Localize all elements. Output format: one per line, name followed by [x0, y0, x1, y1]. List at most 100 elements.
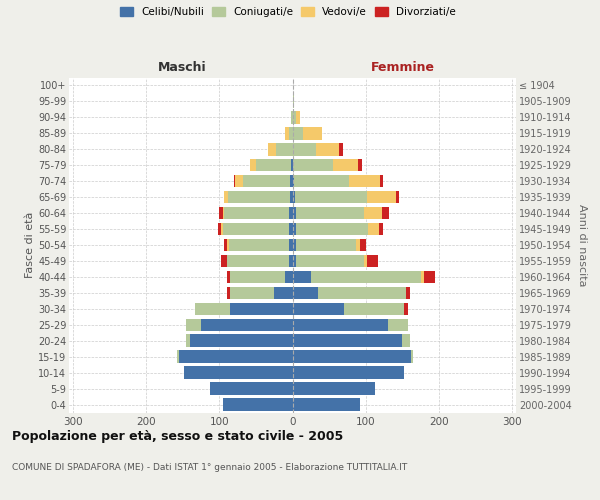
Bar [230, 270, 285, 283]
Bar [179, 350, 293, 363]
Bar [291, 111, 293, 124]
Bar [368, 223, 379, 235]
Bar [296, 239, 356, 251]
Bar [256, 159, 291, 172]
Bar [364, 254, 367, 267]
Bar [318, 286, 406, 299]
Bar [224, 191, 228, 203]
Bar [296, 223, 368, 235]
Bar [293, 207, 296, 220]
Bar [289, 223, 293, 235]
Bar [186, 318, 201, 331]
Y-axis label: Fasce di età: Fasce di età [25, 212, 35, 278]
Text: COMUNE DI SPADAFORA (ME) - Dati ISTAT 1° gennaio 2005 - Elaborazione TUTTITALIA.: COMUNE DI SPADAFORA (ME) - Dati ISTAT 1°… [12, 462, 407, 471]
Bar [223, 398, 293, 410]
Bar [224, 239, 227, 251]
Bar [406, 286, 410, 299]
Bar [293, 286, 318, 299]
Bar [344, 302, 404, 315]
Bar [293, 143, 316, 156]
Bar [227, 286, 230, 299]
Bar [403, 334, 410, 347]
Bar [224, 207, 289, 220]
Bar [290, 175, 293, 188]
Bar [296, 111, 300, 124]
Bar [396, 191, 400, 203]
Bar [186, 334, 190, 347]
Bar [293, 175, 294, 188]
Bar [424, 270, 436, 283]
Bar [296, 207, 364, 220]
Bar [293, 254, 296, 267]
Bar [293, 95, 294, 108]
Bar [293, 127, 304, 140]
Bar [219, 207, 223, 220]
Bar [364, 207, 382, 220]
Bar [295, 191, 367, 203]
Bar [289, 239, 293, 251]
Bar [293, 350, 411, 363]
Bar [201, 318, 293, 331]
Bar [178, 350, 179, 363]
Bar [230, 286, 274, 299]
Bar [218, 223, 221, 235]
Bar [382, 207, 389, 220]
Bar [294, 175, 349, 188]
Bar [285, 127, 289, 140]
Bar [289, 254, 293, 267]
Bar [211, 382, 293, 395]
Bar [340, 143, 343, 156]
Bar [221, 223, 223, 235]
Bar [367, 191, 396, 203]
Bar [358, 159, 362, 172]
Bar [411, 350, 413, 363]
Bar [388, 318, 408, 331]
Bar [349, 175, 380, 188]
Bar [234, 175, 235, 188]
Legend: Celibi/Nubili, Coniugati/e, Vedovi/e, Divorziati/e: Celibi/Nubili, Coniugati/e, Vedovi/e, Di… [118, 5, 458, 20]
Bar [190, 334, 293, 347]
Bar [195, 302, 230, 315]
Bar [293, 111, 296, 124]
Bar [293, 223, 296, 235]
Bar [274, 286, 293, 299]
Bar [421, 270, 424, 283]
Bar [296, 254, 364, 267]
Bar [250, 159, 256, 172]
Bar [221, 254, 227, 267]
Bar [360, 239, 366, 251]
Text: Popolazione per età, sesso e stato civile - 2005: Popolazione per età, sesso e stato civil… [12, 430, 343, 443]
Bar [367, 254, 378, 267]
Bar [380, 175, 383, 188]
Bar [304, 127, 322, 140]
Bar [285, 270, 293, 283]
Bar [277, 143, 293, 156]
Bar [229, 239, 289, 251]
Bar [293, 318, 388, 331]
Bar [404, 302, 407, 315]
Bar [227, 239, 229, 251]
Bar [289, 207, 293, 220]
Bar [311, 270, 421, 283]
Bar [228, 191, 290, 203]
Text: Femmine: Femmine [370, 62, 434, 74]
Bar [242, 175, 290, 188]
Bar [289, 127, 293, 140]
Bar [223, 223, 289, 235]
Bar [230, 302, 293, 315]
Bar [356, 239, 360, 251]
Bar [227, 270, 230, 283]
Bar [293, 239, 296, 251]
Bar [293, 382, 374, 395]
Bar [293, 398, 360, 410]
Bar [223, 207, 224, 220]
Bar [235, 175, 242, 188]
Bar [227, 254, 289, 267]
Bar [293, 270, 311, 283]
Bar [293, 334, 403, 347]
Bar [293, 366, 404, 379]
Bar [316, 143, 340, 156]
Text: Maschi: Maschi [158, 62, 207, 74]
Bar [184, 366, 293, 379]
Bar [293, 159, 333, 172]
